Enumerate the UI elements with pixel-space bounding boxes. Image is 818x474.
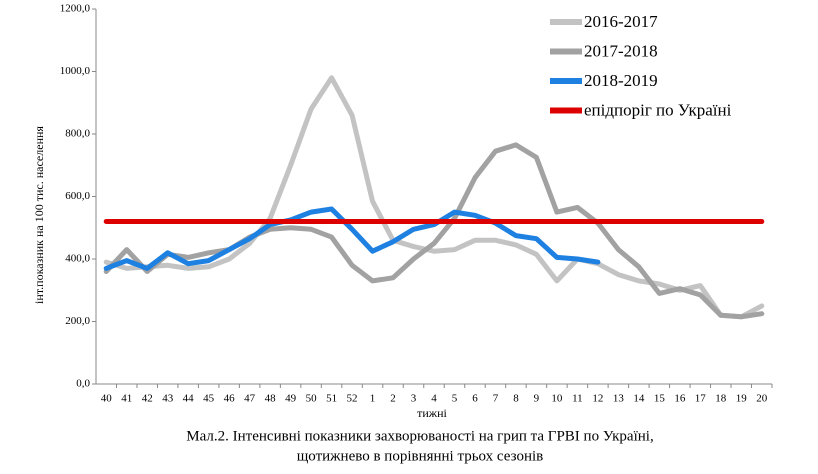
x-tick-label: 40 — [101, 393, 113, 405]
x-tick-label: 46 — [224, 393, 236, 405]
x-tick-label: 2 — [390, 393, 396, 405]
x-tick-label: 41 — [121, 393, 132, 405]
x-tick-label: 10 — [551, 393, 563, 405]
x-tick-label: 42 — [142, 393, 153, 405]
x-tick-label: 49 — [285, 393, 297, 405]
x-tick-label: 52 — [347, 393, 358, 405]
x-tick-label: 18 — [715, 393, 727, 405]
x-tick-label: 43 — [162, 393, 174, 405]
x-tick-label: 50 — [306, 393, 318, 405]
x-tick-label: 17 — [695, 393, 707, 405]
y-tick-label: 200,0 — [65, 315, 90, 327]
x-tick-label: 6 — [472, 393, 478, 405]
x-tick-label: 51 — [326, 393, 337, 405]
caption: щотижнево в порівнянні трьох сезонів — [297, 448, 543, 464]
series-line — [103, 206, 601, 271]
x-tick-label: 12 — [592, 393, 603, 405]
x-tick-label: 15 — [654, 393, 666, 405]
legend-label: 2017-2018 — [584, 41, 658, 60]
x-tick-label: 1 — [370, 393, 376, 405]
x-tick-label: 5 — [452, 393, 458, 405]
series-line — [103, 142, 765, 320]
x-axis-label: тижні — [417, 406, 447, 420]
x-tick-label: 16 — [674, 393, 686, 405]
caption: Мал.2. Інтенсивні показники захворюванос… — [186, 428, 653, 444]
x-tick-label: 45 — [203, 393, 215, 405]
y-tick-label: 400,0 — [65, 253, 90, 265]
legend-label: епідпоріг по Україні — [584, 100, 732, 119]
y-tick-label: 1200,0 — [60, 3, 91, 15]
x-tick-label: 19 — [736, 393, 748, 405]
y-tick-label: 1000,0 — [60, 65, 91, 77]
x-tick-label: 8 — [513, 393, 519, 405]
x-tick-label: 44 — [183, 393, 195, 405]
x-tick-label: 48 — [265, 393, 277, 405]
x-tick-label: 3 — [411, 393, 417, 405]
x-tick-label: 7 — [493, 393, 499, 405]
x-tick-label: 13 — [613, 393, 625, 405]
x-tick-label: 20 — [756, 393, 768, 405]
x-tick-label: 4 — [431, 393, 437, 405]
y-tick-label: 800,0 — [65, 128, 90, 140]
y-tick-label: 0,0 — [76, 378, 90, 390]
legend-label: 2018-2019 — [584, 71, 658, 90]
y-tick-label: 600,0 — [65, 190, 90, 202]
x-tick-label: 11 — [572, 393, 583, 405]
x-tick-label: 47 — [244, 393, 256, 405]
x-tick-label: 14 — [633, 393, 645, 405]
y-axis-label: інт.показник на 100 тис. населення — [32, 126, 46, 304]
legend-label: 2016-2017 — [584, 12, 658, 31]
x-tick-label: 9 — [534, 393, 540, 405]
